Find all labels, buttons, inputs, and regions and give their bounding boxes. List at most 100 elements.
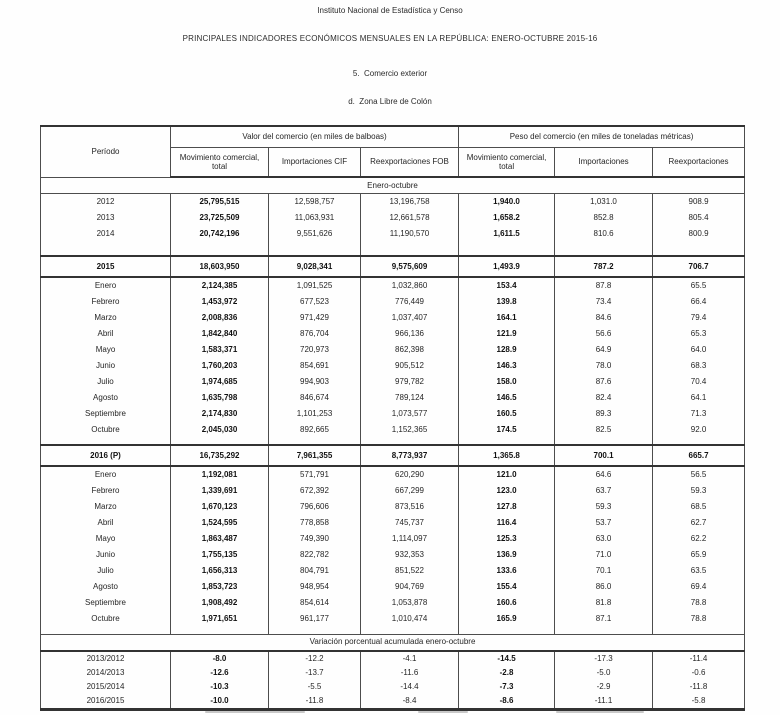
- period-cell: 2015/2014: [40, 679, 171, 694]
- value-cell: 63.7: [554, 483, 654, 499]
- value-cell: 25,795,515: [170, 193, 269, 210]
- value-cell: 160.6: [458, 595, 556, 611]
- value-cell: 1,853,723: [170, 579, 269, 595]
- value-cell: 905,512: [359, 358, 460, 374]
- value-cell: 78.8: [652, 595, 746, 611]
- value-cell: 121.0: [458, 466, 556, 483]
- value-cell: 174.5: [458, 422, 556, 438]
- period-cell: Octubre: [40, 611, 171, 627]
- period-cell: Mayo: [40, 342, 171, 358]
- value-cell: 136.9: [458, 547, 556, 563]
- subsection-heading: d. Zona Libre de Colón: [348, 97, 432, 106]
- value-cell: 852.8: [554, 210, 654, 226]
- value-cell: 1,908,492: [170, 595, 269, 611]
- value-cell: -8.4: [359, 693, 460, 711]
- value-cell: 128.9: [458, 342, 556, 358]
- value-cell: 62.7: [652, 515, 746, 531]
- period-cell: 2013/2012: [40, 650, 171, 666]
- spacer-cell: [458, 242, 556, 256]
- value-cell: 2,124,385: [170, 277, 269, 294]
- value-cell: 64.6: [554, 466, 654, 483]
- value-cell: 64.0: [652, 342, 746, 358]
- period-cell: Abril: [40, 515, 171, 531]
- value-cell: 12,598,757: [268, 193, 361, 210]
- period-cell: Agosto: [40, 579, 171, 595]
- value-cell: 971,429: [268, 310, 361, 326]
- value-cell: 1,101,253: [268, 406, 361, 422]
- value-cell: 133.6: [458, 563, 556, 579]
- value-cell: 127.8: [458, 499, 556, 515]
- value-cell: 2,045,030: [170, 422, 269, 438]
- period-cell: Enero: [40, 277, 171, 294]
- spacer-cell: [458, 438, 556, 445]
- value-cell: 1,524,595: [170, 515, 269, 531]
- value-cell: 846,674: [268, 390, 361, 406]
- value-cell: 672,392: [268, 483, 361, 499]
- value-cell: 146.3: [458, 358, 556, 374]
- value-cell: 125.3: [458, 531, 556, 547]
- value-cell: 994,903: [268, 374, 361, 390]
- value-cell: 79.4: [652, 310, 746, 326]
- period-cell: 2016 (P): [40, 444, 171, 467]
- value-cell: 63.0: [554, 531, 654, 547]
- value-cell: 571,791: [268, 466, 361, 483]
- value-cell: 804,791: [268, 563, 361, 579]
- spacer-cell: [652, 627, 746, 634]
- col-header-imports-cif: Importaciones CIF: [268, 147, 361, 178]
- value-cell: 11,190,570: [359, 226, 460, 242]
- period-cell: 2013: [40, 210, 171, 226]
- value-cell: 854,691: [268, 358, 361, 374]
- value-cell: 904,769: [359, 579, 460, 595]
- value-cell: 1,073,577: [359, 406, 460, 422]
- value-cell: 153.4: [458, 277, 556, 294]
- value-cell: 851,522: [359, 563, 460, 579]
- value-cell: 854,614: [268, 595, 361, 611]
- value-cell: 116.4: [458, 515, 556, 531]
- value-cell: 979,782: [359, 374, 460, 390]
- variation-band-label: Variación porcentual acumulada enero-oct…: [39, 633, 746, 652]
- value-cell: 56.5: [652, 466, 746, 483]
- cutoff-footnote-remnant: [556, 711, 644, 713]
- value-cell: 16,735,292: [170, 444, 269, 467]
- spacer-cell: [554, 242, 654, 256]
- value-cell: 1,031.0: [554, 193, 654, 210]
- spacer-cell: [40, 438, 171, 445]
- col-header-imports: Importaciones: [554, 147, 654, 178]
- value-cell: -11.1: [554, 693, 654, 711]
- period-cell: Mayo: [40, 531, 171, 547]
- value-cell: -12.2: [268, 650, 361, 666]
- period-cell: 2012: [40, 193, 171, 210]
- value-cell: 70.1: [554, 563, 654, 579]
- value-cell: 720,973: [268, 342, 361, 358]
- value-cell: 68.5: [652, 499, 746, 515]
- table-body: Enero-octubre 2012 25,795,515 12,598,757 13,…: [39, 177, 746, 711]
- value-cell: 121.9: [458, 326, 556, 342]
- spacer-cell: [554, 438, 654, 445]
- value-cell: 8,773,937: [359, 444, 460, 467]
- value-cell: 961,177: [268, 611, 361, 627]
- value-cell: 800.9: [652, 226, 746, 242]
- value-cell: 11,063,931: [268, 210, 361, 226]
- value-cell: 65.3: [652, 326, 746, 342]
- spacer-cell: [359, 242, 460, 256]
- value-cell: -5.0: [554, 665, 654, 680]
- value-cell: 20,742,196: [170, 226, 269, 242]
- value-cell: -11.6: [359, 665, 460, 680]
- value-cell: 84.6: [554, 310, 654, 326]
- value-cell: 87.6: [554, 374, 654, 390]
- spacer-cell: [268, 438, 361, 445]
- spacer-cell: [268, 242, 361, 256]
- value-cell: -2.8: [458, 665, 556, 680]
- value-cell: 966,136: [359, 326, 460, 342]
- value-group-header: Valor del comercio (en miles de balboas): [169, 125, 460, 148]
- value-cell: -11.8: [268, 693, 361, 711]
- value-cell: 1,583,371: [170, 342, 269, 358]
- value-cell: 1,658.2: [458, 210, 556, 226]
- period-cell: Octubre: [40, 422, 171, 438]
- value-cell: -8.0: [170, 650, 269, 666]
- value-cell: 1,152,365: [359, 422, 460, 438]
- spacer-cell: [359, 438, 460, 445]
- value-cell: 82.5: [554, 422, 654, 438]
- value-cell: 667,299: [359, 483, 460, 499]
- value-cell: 81.8: [554, 595, 654, 611]
